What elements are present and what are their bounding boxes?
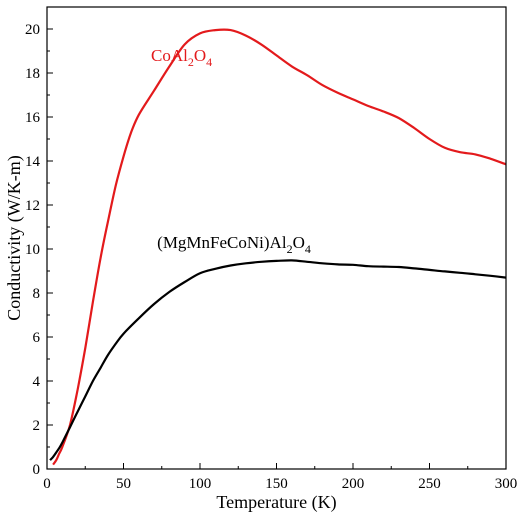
label-part: O: [293, 233, 305, 252]
series-line-coal2o4: [52, 28, 507, 466]
y-tick-label: 6: [33, 330, 41, 346]
y-tick-label: 8: [33, 286, 41, 302]
x-tick-label: 150: [265, 476, 288, 492]
x-tick-label: 0: [43, 476, 51, 492]
series-label-mgmnfeconi: (MgMnFeCoNi)Al2O4: [157, 233, 311, 256]
label-subscript: 2: [287, 242, 293, 256]
label-subscript: 4: [206, 55, 212, 69]
x-tick-label: 200: [342, 476, 365, 492]
x-tick-label: 250: [418, 476, 441, 492]
label-part: CoAl: [151, 46, 188, 65]
y-tick-label: 12: [25, 198, 40, 214]
y-tick-label: 18: [25, 66, 40, 82]
x-tick-label: 50: [116, 476, 131, 492]
series-label-coal2o4: CoAl2O4: [151, 46, 212, 69]
y-tick-label: 10: [25, 242, 40, 258]
plot-frame: [46, 6, 507, 470]
y-tick-label: 16: [25, 110, 41, 126]
y-tick-label: 2: [33, 418, 41, 434]
series-line-mgmnfeconi: [49, 259, 507, 461]
y-tick-label: 4: [33, 374, 41, 390]
series-layer: [49, 28, 507, 466]
x-tick-label: 300: [495, 476, 518, 492]
y-tick-label: 0: [33, 462, 41, 478]
y-tick-label: 20: [25, 22, 40, 38]
x-tick-label: 100: [189, 476, 212, 492]
label-part: (MgMnFeCoNi)Al: [157, 233, 287, 252]
y-tick-label: 14: [25, 154, 41, 170]
label-subscript: 2: [188, 55, 194, 69]
x-axis-title: Temperature (K): [216, 492, 336, 513]
label-subscript: 4: [305, 242, 311, 256]
label-part: O: [194, 46, 206, 65]
y-axis-title: Conductivity (W/K-m): [4, 155, 25, 320]
